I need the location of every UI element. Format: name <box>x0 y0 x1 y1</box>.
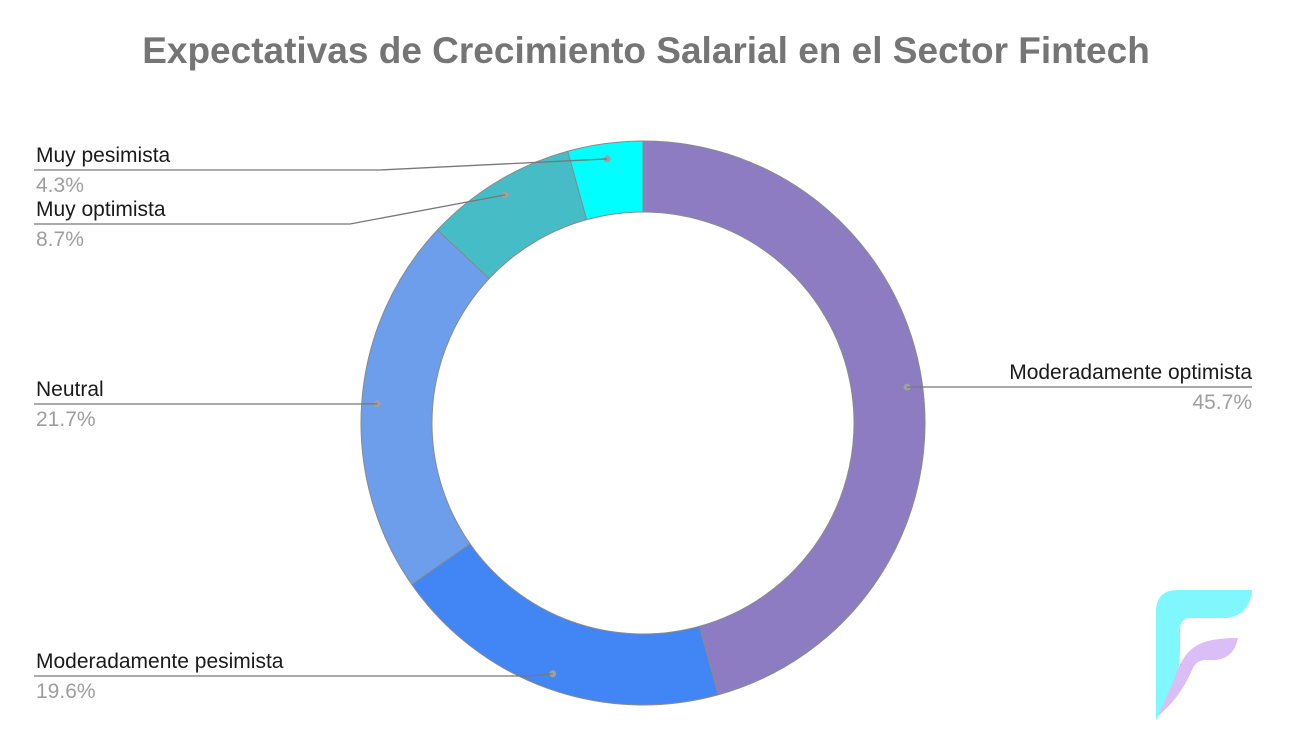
chart-title: Expectativas de Crecimiento Salarial en … <box>142 30 1150 71</box>
donut-slices <box>360 140 926 706</box>
slice-label-muy-pesimista: Muy pesimista <box>36 144 171 167</box>
slice-moderadamente-optimista[interactable] <box>642 140 926 696</box>
slice-callouts: Moderadamente optimista 45.7% Moderadament… <box>34 144 1252 703</box>
slice-value-moderadamente-optimista: 45.7% <box>1192 391 1252 414</box>
slice-neutral[interactable] <box>360 229 490 586</box>
logo-lilac-shape <box>1158 638 1238 716</box>
slice-label-moderadamente-optimista: Moderadamente optimista <box>1009 361 1252 384</box>
slice-value-moderadamente-pesimista: 19.6% <box>36 680 96 703</box>
slice-label-moderadamente-pesimista: Moderadamente pesimista <box>36 650 284 673</box>
callout-line-moderadamente-pesimista <box>34 673 553 677</box>
slice-label-neutral: Neutral <box>36 378 104 401</box>
slice-value-muy-optimista: 8.7% <box>36 228 84 251</box>
logo-cyan-shape <box>1156 590 1252 720</box>
slice-value-muy-pesimista: 4.3% <box>36 174 84 197</box>
slice-value-neutral: 21.7% <box>36 408 96 431</box>
slice-label-muy-optimista: Muy optimista <box>36 198 166 221</box>
fintech-logo-icon <box>1156 590 1252 720</box>
slice-moderadamente-pesimista[interactable] <box>411 543 719 706</box>
callout-line-muy-pesimista <box>34 158 608 171</box>
callout-line-muy-optimista <box>34 194 506 225</box>
slice-muy-pesimista[interactable] <box>567 140 644 221</box>
